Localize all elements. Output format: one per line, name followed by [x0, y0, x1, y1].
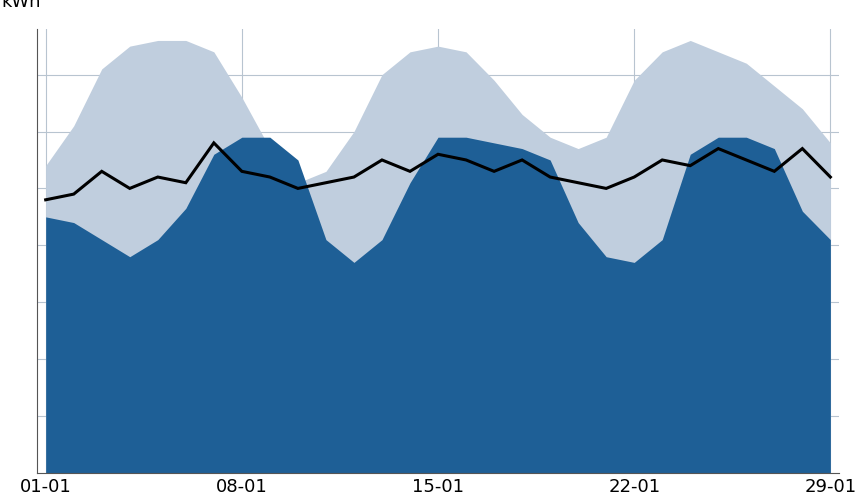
Y-axis label: kWh: kWh [2, 0, 41, 12]
